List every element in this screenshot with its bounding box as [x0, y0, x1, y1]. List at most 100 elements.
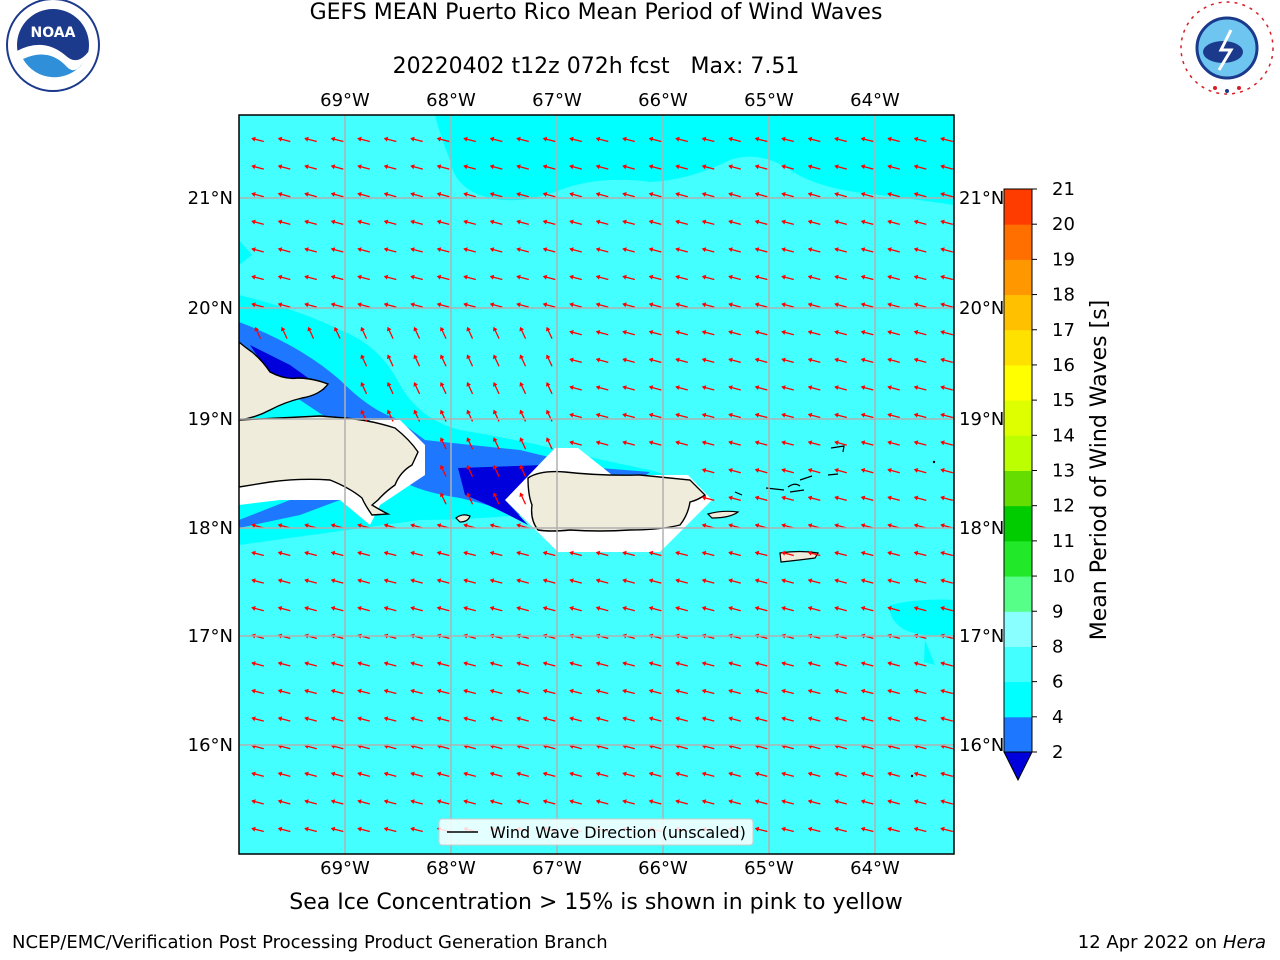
wind-arrow [304, 771, 317, 777]
wind-arrow [781, 826, 794, 833]
colorbar-tick-label: 2 [1052, 742, 1063, 763]
wind-arrow [807, 578, 821, 584]
wind-arrow [781, 330, 794, 336]
wind-arrow [251, 661, 264, 667]
colorbar-tick-label: 6 [1052, 672, 1063, 693]
wind-arrow [519, 464, 527, 477]
wind-arrow [728, 661, 741, 667]
wind-arrow [489, 247, 503, 253]
wind-arrow [781, 247, 794, 253]
colorbar-segment [1004, 329, 1032, 366]
colorbar-segment [1004, 470, 1032, 507]
wind-arrow [834, 412, 847, 419]
wind-arrow [330, 771, 344, 777]
wind-arrow [569, 330, 582, 336]
wind-arrow [860, 716, 874, 722]
wind-arrow [675, 164, 688, 170]
wind-arrow [277, 247, 291, 253]
wind-arrow [648, 192, 662, 198]
wind-arrow [410, 192, 423, 198]
wind-arrow [330, 192, 344, 198]
wind-arrow [728, 192, 741, 198]
wind-arrow [463, 716, 476, 722]
wind-arrow [304, 136, 317, 143]
wind-arrow [277, 771, 291, 777]
wind-arrow [439, 464, 447, 477]
colorbar-tick-label: 14 [1052, 425, 1075, 446]
wind-arrow [519, 354, 527, 367]
wind-arrow [887, 550, 900, 557]
wind-arrow [304, 164, 317, 170]
wind-arrow [860, 302, 874, 308]
wind-arrow [728, 578, 741, 584]
wind-arrow [728, 164, 741, 170]
wind-arrow [728, 330, 741, 336]
wind-arrow [648, 247, 662, 253]
wind-arrow [887, 247, 900, 253]
noaa-logo-icon: NOAA [6, 0, 100, 92]
wind-arrow [304, 661, 317, 667]
wind-arrow [622, 578, 635, 584]
wind-arrow [542, 771, 556, 777]
wind-arrow [304, 578, 317, 584]
wind-arrow [887, 799, 900, 805]
wind-arrow [940, 440, 953, 446]
wind-arrow [887, 688, 900, 695]
wind-arrow [333, 326, 341, 339]
wind-arrow [466, 492, 474, 505]
wind-arrow [595, 688, 609, 695]
lon-label: 66°W [638, 858, 688, 879]
wind-arrow [410, 302, 423, 308]
wind-arrow [410, 550, 423, 557]
colorbar-tick-label: 16 [1052, 355, 1075, 376]
wind-arrow [410, 716, 423, 722]
wind-arrow [807, 357, 821, 363]
wind-arrow [675, 578, 688, 584]
wind-arrow [519, 326, 527, 339]
wind-arrow [913, 826, 927, 833]
land-hispaniola [239, 341, 330, 421]
wind-arrow [463, 192, 476, 198]
wind-arrow [595, 578, 609, 584]
wind-arrow [436, 799, 450, 805]
wind-arrow [622, 192, 635, 198]
wind-arrow [595, 164, 609, 170]
wind-arrow [436, 164, 450, 170]
wind-arrow [569, 688, 582, 695]
lon-label: 67°W [532, 858, 582, 879]
wind-arrow [754, 357, 768, 363]
wind-arrow [940, 661, 953, 667]
wind-arrow [439, 326, 447, 339]
wind-arrow [675, 688, 688, 695]
wind-arrow [675, 550, 688, 557]
wind-arrow [940, 357, 953, 363]
wind-arrow [383, 661, 397, 667]
lat-label: 19°N [188, 409, 233, 430]
footer-date: 12 Apr 2022 on Hera [1078, 932, 1266, 953]
wind-arrow [595, 716, 609, 722]
wind-arrow [701, 468, 715, 474]
wind-arrow [675, 219, 688, 225]
colorbar-tick-label: 19 [1052, 249, 1075, 270]
wind-arrow [542, 799, 556, 805]
wind-arrow [754, 247, 768, 253]
wind-arrow [834, 799, 847, 805]
colorbar-segment [1004, 505, 1032, 542]
colorbar-label: Mean Period of Wind Waves [s] [1087, 300, 1112, 640]
wind-arrow [383, 826, 397, 833]
wind-arrow [913, 136, 927, 143]
wind-arrow [516, 578, 529, 584]
wind-arrow [913, 274, 927, 281]
wind-arrow [940, 385, 953, 391]
wind-arrow [940, 578, 953, 584]
wind-arrow [622, 219, 635, 225]
colorbar-segment [1004, 681, 1032, 718]
wind-arrow [834, 247, 847, 253]
wind-arrow [277, 550, 291, 557]
lat-labels-left: 21°N 20°N 19°N 18°N 17°N 16°N [188, 188, 233, 756]
wind-arrow [807, 164, 821, 170]
wind-arrow [330, 716, 344, 722]
colorbar-segment [1004, 435, 1032, 471]
wind-arrow [330, 578, 344, 584]
wind-arrow [887, 136, 900, 143]
